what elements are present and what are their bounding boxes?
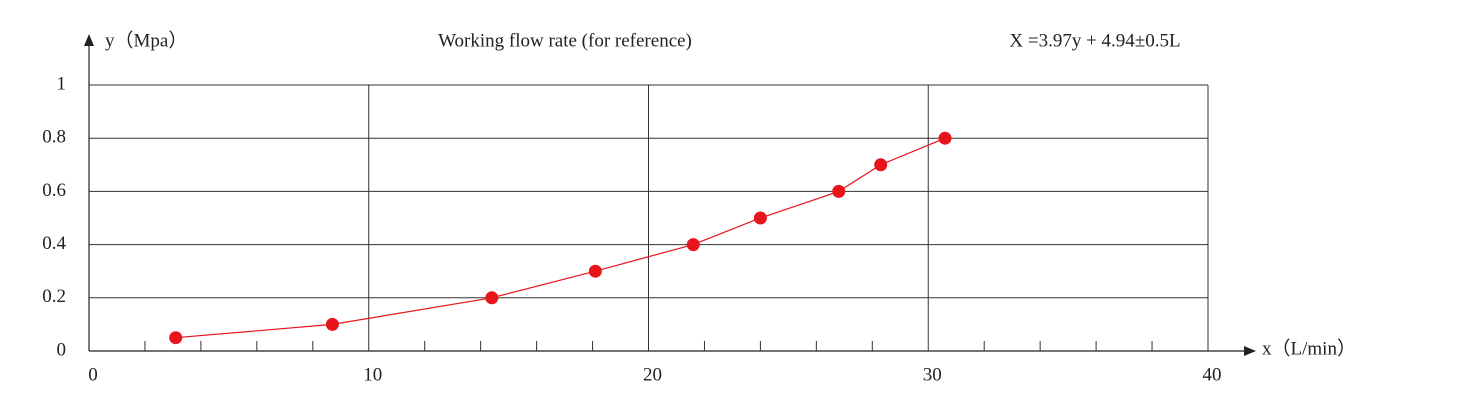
data-point — [588, 264, 602, 278]
data-point — [753, 211, 767, 225]
data-point — [169, 331, 183, 345]
data-point — [686, 238, 700, 252]
x-tick-label: 0 — [88, 364, 98, 385]
y-tick-label: 1 — [57, 73, 67, 94]
data-point — [832, 184, 846, 198]
y-tick-label: 0.6 — [42, 180, 66, 201]
x-tick-label: 20 — [643, 364, 662, 385]
chart-title: Working flow rate (for reference) — [438, 30, 692, 51]
y-tick-label: 0.8 — [42, 127, 66, 148]
data-point — [938, 131, 952, 145]
y-tick-label: 0.2 — [42, 286, 66, 307]
x-axis-arrow — [1244, 346, 1256, 356]
data-point — [485, 291, 499, 305]
y-tick-label: 0 — [57, 339, 67, 360]
y-axis-arrow — [84, 34, 94, 46]
x-tick-label: 40 — [1203, 364, 1222, 385]
data-point — [325, 317, 339, 331]
x-tick-label: 30 — [923, 364, 942, 385]
series-line — [175, 137, 946, 339]
annotation: X =3.97y + 4.94±0.5L — [1009, 30, 1180, 51]
data-point — [874, 158, 888, 172]
x-tick-label: 10 — [363, 364, 382, 385]
x-axis-label: x（L/min） — [1262, 337, 1356, 359]
y-tick-label: 0.4 — [42, 233, 66, 254]
y-axis-label: y（Mpa） — [105, 29, 187, 51]
